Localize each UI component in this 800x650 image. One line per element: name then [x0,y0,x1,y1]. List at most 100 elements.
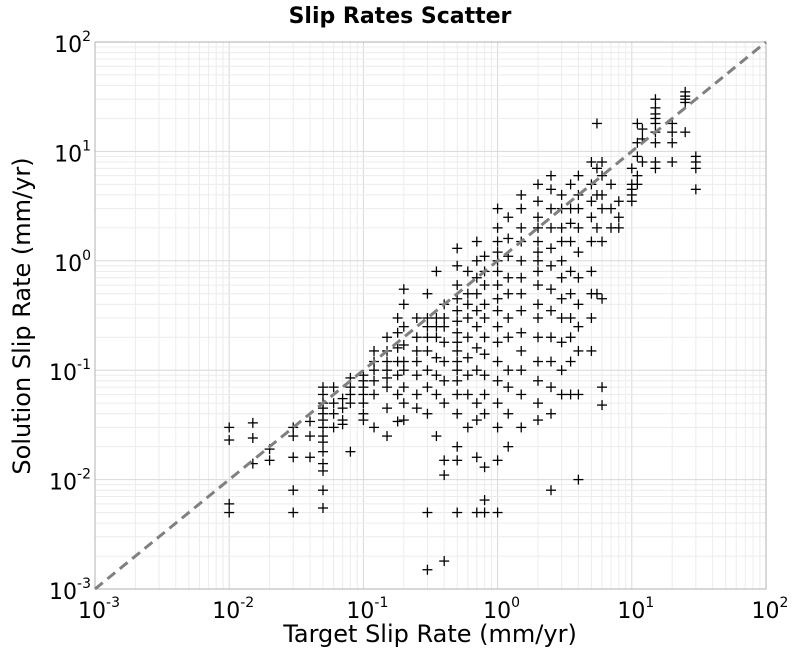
data-point [422,564,433,575]
data-point [573,272,584,283]
data-point [503,408,514,419]
data-point [546,260,557,271]
data-point [492,398,503,409]
data-point [411,389,422,400]
data-point [613,222,624,233]
data-point [304,416,315,427]
data-point [422,288,433,299]
data-point [492,305,503,316]
data-point [492,375,503,386]
data-point [556,222,567,233]
data-point [516,189,527,200]
data-point [532,415,543,426]
data-point [586,196,597,207]
data-point [452,327,463,338]
data-point [382,403,393,414]
data-point [546,284,557,295]
data-point [532,398,543,409]
data-point [532,266,543,277]
data-point [369,345,380,356]
x-tick-label: 10-3 [78,595,120,624]
data-point [431,266,442,277]
data-point [556,272,567,283]
data-point [431,352,442,363]
data-point [597,400,608,411]
data-point [264,455,275,466]
data-point [452,389,463,400]
data-point [565,288,576,299]
data-point [422,507,433,518]
data-point [439,398,450,409]
data-point [546,382,557,393]
identity-reference-line [94,40,767,591]
data-point [471,342,482,353]
data-point [556,189,567,200]
data-point [532,212,543,223]
data-point [452,408,463,419]
data-point [586,212,597,223]
data-point [532,236,543,247]
data-point [492,356,503,367]
data-point [462,332,473,343]
data-point [680,97,691,108]
data-point [369,422,380,433]
chart-title: Slip Rates Scatter [289,4,512,29]
data-point [573,170,584,181]
data-point [452,260,463,271]
data-point [422,345,433,356]
y-tick-label: 10-2 [49,467,91,496]
data-point [546,332,557,343]
data-point [546,170,557,181]
data-point [439,556,450,567]
data-point [573,321,584,332]
data-point [556,203,567,214]
data-point [471,272,482,283]
data-point [516,389,527,400]
x-tick-label: 10-2 [212,595,254,624]
data-point [318,485,329,496]
data-point [492,203,503,214]
data-point [597,236,608,247]
data-point [392,313,403,324]
data-point [411,345,422,356]
data-point [398,321,409,332]
data-point [667,127,678,138]
data-point [358,389,369,400]
data-point [288,431,299,442]
data-point [247,433,258,444]
data-point [452,455,463,466]
data-point [479,370,490,381]
y-axis-label: Solution Slip Rate (mm/yr) [8,157,36,474]
data-point [556,236,567,247]
data-point [556,313,567,324]
data-point [516,305,527,316]
data-point [690,184,701,195]
data-point [328,382,339,393]
data-point [591,118,602,129]
data-point [392,416,403,427]
data-point [398,299,409,310]
y-tick-label: 101 [54,138,91,167]
data-point [532,313,543,324]
data-point [411,403,422,414]
data-point [556,365,567,376]
data-point [398,339,409,350]
data-point [532,222,543,233]
data-point [452,337,463,348]
data-point [452,305,463,316]
data-point [462,422,473,433]
data-point [573,222,584,233]
data-point [479,299,490,310]
data-point [586,345,597,356]
data-point [591,222,602,233]
data-point [650,94,661,105]
data-point [492,321,503,332]
data-point [626,163,637,174]
data-point [318,503,329,514]
data-point [516,422,527,433]
data-point [516,203,527,214]
data-point [439,356,450,367]
data-point [613,196,624,207]
data-point [479,251,490,262]
data-point [304,452,315,463]
